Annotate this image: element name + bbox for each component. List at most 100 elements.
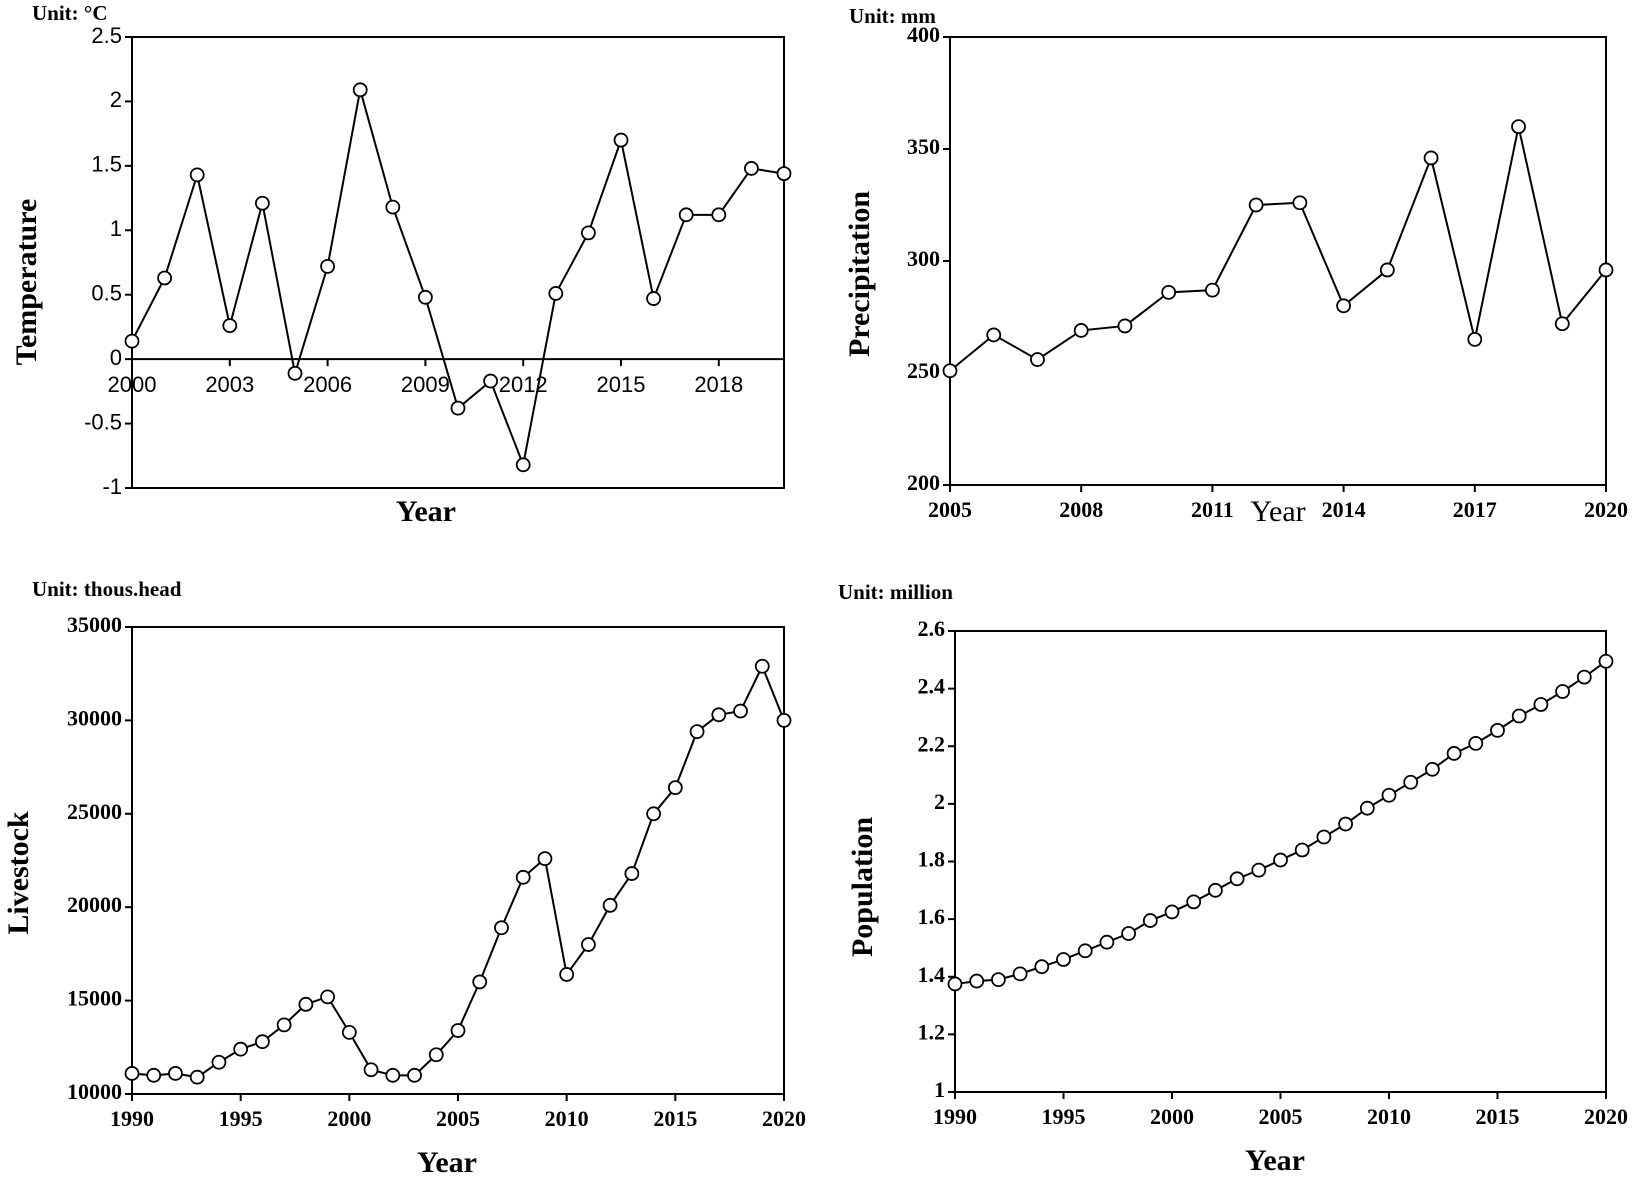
y-tick-label: 1.8 (918, 847, 946, 872)
y-tick-label: 1.5 (91, 152, 122, 177)
y-tick-label: 1.6 (918, 904, 946, 929)
data-point (1273, 852, 1288, 868)
data-point (1425, 761, 1440, 777)
data-point (581, 937, 596, 952)
data-point (754, 658, 770, 674)
y-tick-label: 2 (110, 87, 122, 112)
data-point (991, 972, 1006, 988)
x-tick-label: 1990 (933, 1104, 977, 1129)
data-point (189, 1069, 205, 1085)
y-tick-label: 200 (907, 470, 940, 495)
x-tick-label: 2014 (1322, 497, 1366, 522)
data-point (233, 1041, 249, 1057)
data-point (689, 724, 705, 740)
data-point (483, 373, 499, 389)
data-point (341, 1024, 357, 1040)
data-point (189, 167, 205, 183)
y-tick-label: 20000 (67, 892, 122, 917)
unit-label: Unit: million (838, 580, 953, 604)
x-tick-label: 2005 (928, 497, 972, 522)
x-tick-label: 2008 (1059, 497, 1103, 522)
data-point (298, 996, 314, 1012)
y-tick-label: 30000 (67, 705, 122, 730)
data-point (1554, 316, 1570, 332)
data-point (744, 161, 759, 176)
data-point (1121, 926, 1136, 941)
y-tick-label: -1 (102, 474, 122, 499)
data-point (287, 365, 303, 381)
y-axis-title: Precipitation (843, 191, 876, 357)
data-point (168, 1066, 183, 1081)
y-tick-label: 2.4 (918, 674, 946, 699)
data-line (131, 663, 785, 1079)
x-axis-title: Year (396, 495, 456, 528)
data-point (385, 1067, 401, 1083)
x-tick-label: 2020 (1584, 1104, 1628, 1129)
y-tick-label: 1 (934, 1077, 945, 1102)
data-point (222, 318, 238, 334)
data-point (1034, 959, 1050, 975)
data-point (1073, 323, 1089, 338)
data-point (548, 286, 564, 301)
data-point (1379, 262, 1395, 278)
y-tick-label: 350 (907, 134, 940, 159)
y-tick-label: 2.6 (918, 616, 946, 641)
data-point (1292, 195, 1308, 211)
data-point (211, 1054, 227, 1070)
data-point (417, 289, 433, 305)
y-axis-title: Livestock (2, 811, 35, 935)
y-tick-label: 300 (907, 246, 940, 271)
x-tick-label: 2005 (1259, 1104, 1303, 1129)
data-point (1598, 653, 1614, 669)
data-point (1467, 331, 1483, 347)
x-axis-title: Year (1250, 495, 1305, 528)
data-point (157, 270, 173, 286)
data-point (986, 327, 1002, 343)
data-point (678, 207, 694, 223)
unit-label: Unit: thous.head (32, 577, 182, 601)
data-point (667, 780, 683, 796)
data-point (515, 869, 531, 885)
data-point (559, 967, 575, 982)
x-axis-title: Year (417, 1146, 477, 1179)
data-point (494, 920, 509, 936)
data-point (613, 132, 629, 148)
y-tick-label: 1.2 (918, 1019, 946, 1044)
data-point (320, 989, 336, 1005)
x-tick-label: 2010 (545, 1106, 589, 1131)
data-point (1336, 298, 1351, 314)
data-point (776, 713, 792, 728)
x-tick-label: 2000 (108, 372, 157, 397)
y-tick-label: 0.5 (91, 281, 122, 306)
data-point (1099, 934, 1115, 950)
unit-label: Unit: mm (849, 4, 936, 28)
data-point (646, 291, 661, 306)
data-point (733, 703, 748, 719)
data-point (711, 207, 727, 223)
x-tick-label: 2000 (327, 1106, 371, 1131)
y-tick-label: 15000 (67, 986, 122, 1011)
x-tick-label: 1995 (219, 1106, 263, 1131)
y-tick-label: 250 (907, 358, 940, 383)
data-point (1338, 816, 1353, 832)
data-point (124, 1066, 140, 1081)
data-point (1359, 800, 1375, 816)
y-tick-label: 2.5 (91, 23, 122, 48)
x-tick-label: 2015 (1476, 1104, 1520, 1129)
data-point (1533, 697, 1549, 712)
data-point (1294, 842, 1310, 858)
y-tick-label: 2.2 (918, 731, 946, 756)
data-point (646, 806, 661, 822)
data-point (428, 1047, 444, 1063)
data-point (1186, 894, 1202, 910)
x-tick-label: 2000 (1150, 1104, 1194, 1129)
x-tick-label: 2015 (653, 1106, 697, 1131)
data-point (1316, 829, 1332, 845)
data-point (320, 258, 336, 274)
data-point (1251, 862, 1267, 878)
y-tick-label: 35000 (67, 612, 122, 637)
data-point (1205, 282, 1220, 298)
y-axis-title: Population (846, 817, 879, 957)
data-point (1423, 150, 1439, 166)
